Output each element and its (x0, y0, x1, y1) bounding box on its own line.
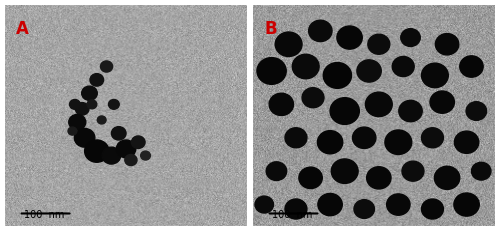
Circle shape (466, 102, 486, 120)
Circle shape (366, 92, 392, 117)
Circle shape (266, 162, 286, 180)
Circle shape (70, 100, 80, 109)
Circle shape (100, 61, 112, 72)
Circle shape (74, 128, 95, 147)
Circle shape (392, 57, 414, 76)
Circle shape (255, 196, 274, 213)
Circle shape (324, 63, 351, 88)
Text: A: A (16, 20, 29, 38)
Circle shape (332, 159, 358, 183)
Circle shape (68, 127, 77, 135)
Circle shape (422, 63, 448, 88)
Circle shape (472, 162, 491, 180)
Circle shape (422, 199, 444, 219)
Circle shape (125, 155, 137, 166)
Circle shape (354, 200, 374, 218)
Circle shape (257, 58, 286, 84)
Circle shape (285, 128, 307, 148)
Circle shape (352, 127, 376, 149)
Circle shape (330, 98, 360, 125)
Circle shape (357, 60, 382, 82)
Circle shape (460, 56, 483, 77)
Circle shape (366, 167, 391, 189)
Circle shape (434, 166, 460, 189)
Circle shape (90, 74, 104, 86)
Circle shape (87, 100, 97, 109)
Circle shape (69, 114, 86, 130)
Circle shape (399, 100, 422, 122)
Circle shape (318, 193, 342, 216)
Circle shape (132, 136, 145, 149)
Circle shape (454, 193, 479, 216)
Text: 100  nm: 100 nm (272, 210, 312, 220)
Circle shape (454, 131, 479, 153)
Circle shape (436, 33, 459, 55)
Circle shape (302, 88, 324, 108)
Circle shape (401, 29, 420, 46)
Circle shape (402, 161, 424, 181)
Circle shape (318, 131, 343, 154)
Circle shape (308, 20, 332, 42)
Circle shape (292, 54, 319, 79)
Circle shape (386, 194, 410, 215)
Circle shape (285, 199, 307, 219)
Circle shape (112, 127, 126, 140)
Circle shape (82, 86, 98, 100)
Circle shape (368, 34, 390, 54)
Circle shape (275, 32, 302, 57)
Circle shape (337, 26, 362, 49)
Circle shape (385, 130, 411, 155)
Circle shape (116, 140, 136, 158)
Circle shape (430, 91, 454, 113)
Text: 100  nm: 100 nm (24, 210, 64, 220)
Circle shape (140, 151, 150, 160)
Circle shape (84, 140, 109, 162)
Circle shape (422, 128, 444, 148)
Circle shape (102, 147, 120, 164)
Circle shape (98, 116, 106, 124)
Circle shape (299, 167, 322, 188)
Circle shape (76, 103, 89, 115)
Circle shape (108, 100, 119, 109)
Circle shape (269, 93, 293, 116)
Text: B: B (264, 20, 277, 38)
